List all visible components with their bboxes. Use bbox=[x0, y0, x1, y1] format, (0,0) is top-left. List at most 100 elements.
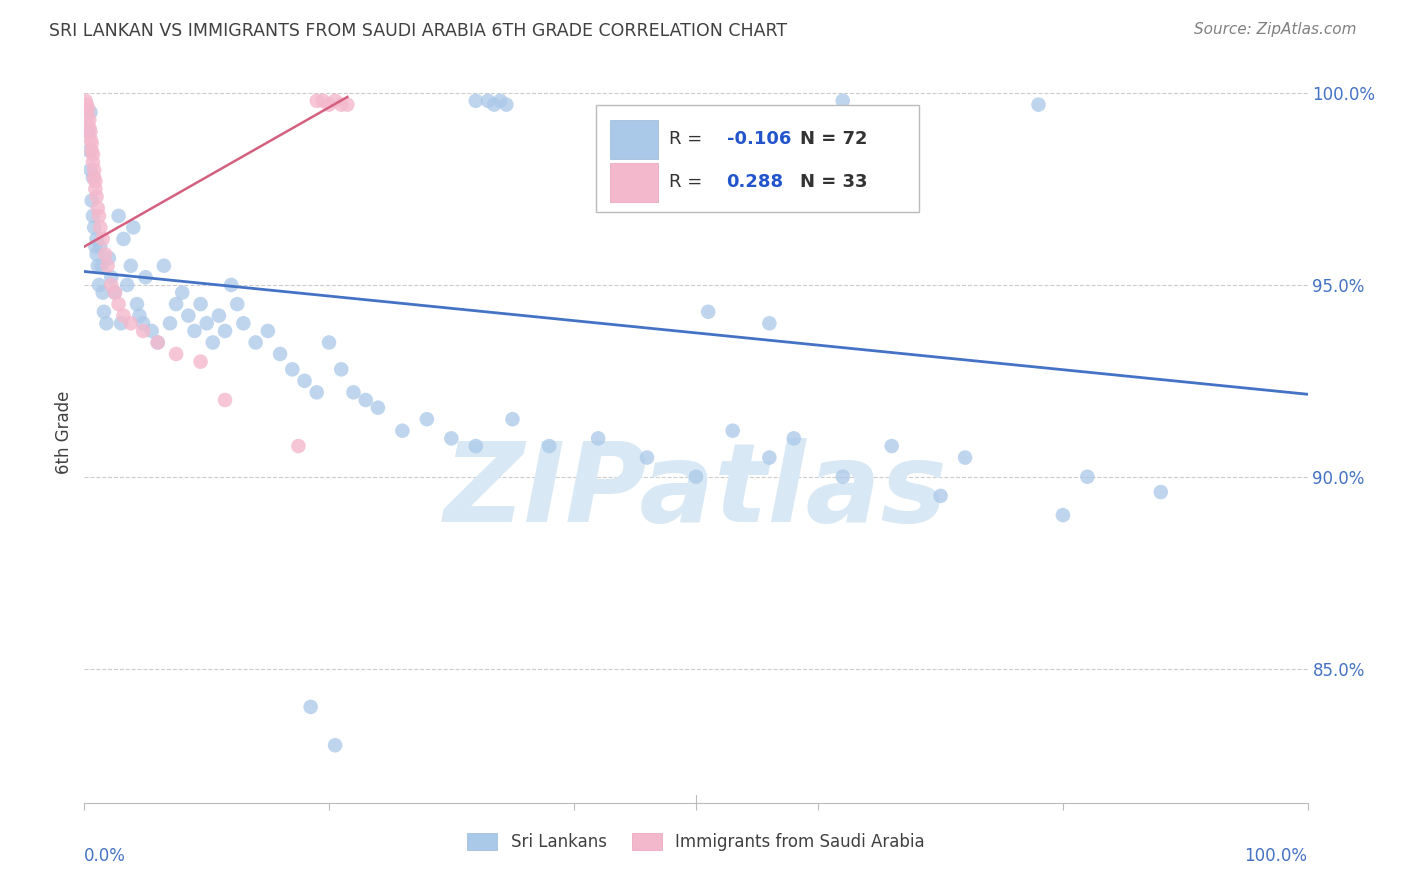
Point bbox=[245, 335, 267, 350]
Point bbox=[146, 335, 169, 350]
Point bbox=[77, 124, 100, 138]
Point bbox=[77, 120, 100, 135]
Point bbox=[318, 97, 340, 112]
Point bbox=[146, 335, 169, 350]
Point bbox=[367, 401, 389, 415]
Point bbox=[416, 412, 439, 426]
Point bbox=[721, 424, 744, 438]
Point bbox=[107, 209, 129, 223]
Point bbox=[91, 285, 114, 300]
Point bbox=[464, 439, 486, 453]
Point bbox=[336, 97, 359, 112]
Point bbox=[269, 347, 291, 361]
Y-axis label: 6th Grade: 6th Grade bbox=[55, 391, 73, 475]
Point bbox=[82, 209, 104, 223]
Point bbox=[77, 113, 100, 128]
Point bbox=[89, 239, 111, 253]
Point bbox=[153, 259, 176, 273]
Point bbox=[214, 324, 236, 338]
Point bbox=[87, 259, 110, 273]
Point bbox=[783, 431, 806, 445]
Point bbox=[77, 102, 100, 116]
Text: 0.0%: 0.0% bbox=[84, 847, 127, 865]
Text: N = 72: N = 72 bbox=[800, 130, 868, 148]
Point bbox=[685, 469, 707, 483]
Point bbox=[128, 309, 150, 323]
Point bbox=[76, 97, 98, 112]
Point bbox=[135, 270, 157, 285]
Point bbox=[190, 354, 212, 368]
FancyBboxPatch shape bbox=[610, 163, 658, 202]
Point bbox=[132, 324, 155, 338]
Text: 100.0%: 100.0% bbox=[1244, 847, 1308, 865]
Point bbox=[120, 259, 142, 273]
Point bbox=[482, 97, 505, 112]
Text: R =: R = bbox=[669, 130, 709, 148]
Point bbox=[464, 94, 486, 108]
Point bbox=[636, 450, 658, 465]
Point bbox=[831, 469, 853, 483]
Legend: Sri Lankans, Immigrants from Saudi Arabia: Sri Lankans, Immigrants from Saudi Arabi… bbox=[461, 826, 931, 857]
Point bbox=[84, 239, 107, 253]
Point bbox=[107, 297, 129, 311]
Point bbox=[214, 392, 236, 407]
Point bbox=[79, 162, 101, 177]
Text: SRI LANKAN VS IMMIGRANTS FROM SAUDI ARABIA 6TH GRADE CORRELATION CHART: SRI LANKAN VS IMMIGRANTS FROM SAUDI ARAB… bbox=[49, 22, 787, 40]
Point bbox=[305, 385, 328, 400]
Point bbox=[183, 324, 205, 338]
Point bbox=[104, 285, 127, 300]
Point bbox=[880, 439, 903, 453]
Point bbox=[440, 431, 463, 445]
Point bbox=[86, 247, 108, 261]
Point bbox=[758, 316, 780, 330]
Point bbox=[104, 285, 127, 300]
Point bbox=[287, 439, 309, 453]
Point bbox=[84, 174, 107, 188]
Point bbox=[82, 147, 104, 161]
Point bbox=[257, 324, 280, 338]
Point bbox=[477, 94, 499, 108]
Point bbox=[87, 209, 110, 223]
Point bbox=[190, 297, 212, 311]
Text: Source: ZipAtlas.com: Source: ZipAtlas.com bbox=[1194, 22, 1357, 37]
FancyBboxPatch shape bbox=[610, 120, 658, 159]
Point bbox=[208, 309, 231, 323]
Point bbox=[281, 362, 304, 376]
Point bbox=[79, 132, 101, 146]
Point bbox=[330, 362, 353, 376]
Point bbox=[195, 316, 218, 330]
Point bbox=[323, 738, 346, 752]
Point bbox=[100, 270, 122, 285]
Point bbox=[1052, 508, 1074, 522]
Point bbox=[132, 316, 155, 330]
Point bbox=[489, 94, 512, 108]
Point bbox=[87, 201, 110, 215]
Point bbox=[831, 94, 853, 108]
Point bbox=[294, 374, 316, 388]
Point bbox=[97, 251, 120, 265]
Point bbox=[82, 155, 104, 169]
Point bbox=[79, 124, 101, 138]
Point bbox=[112, 232, 135, 246]
Point bbox=[86, 190, 108, 204]
Point bbox=[84, 182, 107, 196]
Point bbox=[91, 232, 114, 246]
Point bbox=[391, 424, 413, 438]
Text: -0.106: -0.106 bbox=[727, 130, 792, 148]
Point bbox=[538, 439, 561, 453]
Point bbox=[1076, 469, 1098, 483]
Point bbox=[165, 347, 187, 361]
Point bbox=[120, 316, 142, 330]
Point bbox=[232, 316, 254, 330]
Point bbox=[495, 97, 517, 112]
Point bbox=[79, 105, 101, 120]
Point bbox=[318, 335, 340, 350]
Text: ZIPatlas: ZIPatlas bbox=[444, 438, 948, 545]
Point bbox=[1150, 485, 1173, 500]
Point bbox=[100, 277, 122, 292]
Point bbox=[929, 489, 952, 503]
Point bbox=[112, 309, 135, 323]
Point bbox=[80, 136, 103, 150]
Point bbox=[96, 316, 118, 330]
Point bbox=[77, 109, 100, 123]
